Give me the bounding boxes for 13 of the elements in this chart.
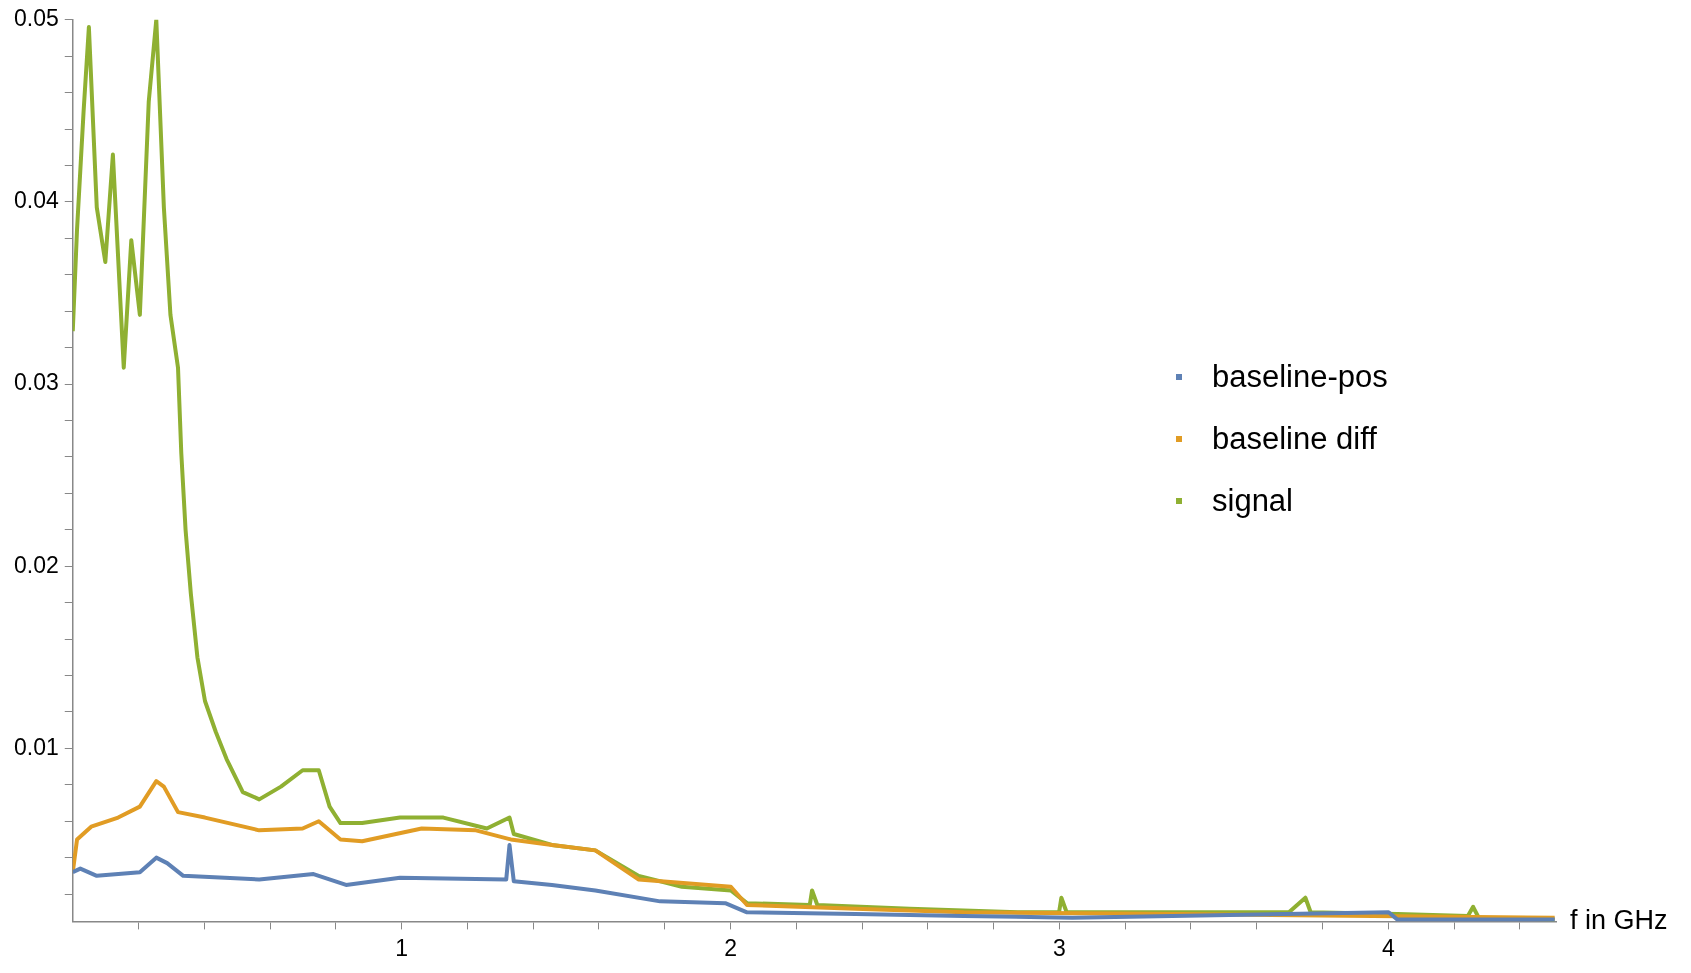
- x-tick-label: 4: [1381, 934, 1395, 961]
- y-tick-label: 0.05: [14, 5, 59, 32]
- x-tick-label: 1: [395, 934, 409, 961]
- x-axis-title: f in GHz: [1570, 904, 1668, 935]
- y-tick-label: 0.02: [14, 551, 59, 578]
- y-tick-label: 0.03: [14, 369, 59, 396]
- legend-label: baseline diff: [1212, 420, 1377, 457]
- x-tick-label: 3: [1053, 934, 1066, 961]
- x-tick-label: 2: [724, 934, 737, 961]
- legend-label: baseline-pos: [1212, 358, 1388, 395]
- legend-label: signal: [1212, 482, 1293, 519]
- y-tick-label: 0.01: [14, 733, 59, 760]
- y-tick-label: 0.04: [14, 187, 59, 214]
